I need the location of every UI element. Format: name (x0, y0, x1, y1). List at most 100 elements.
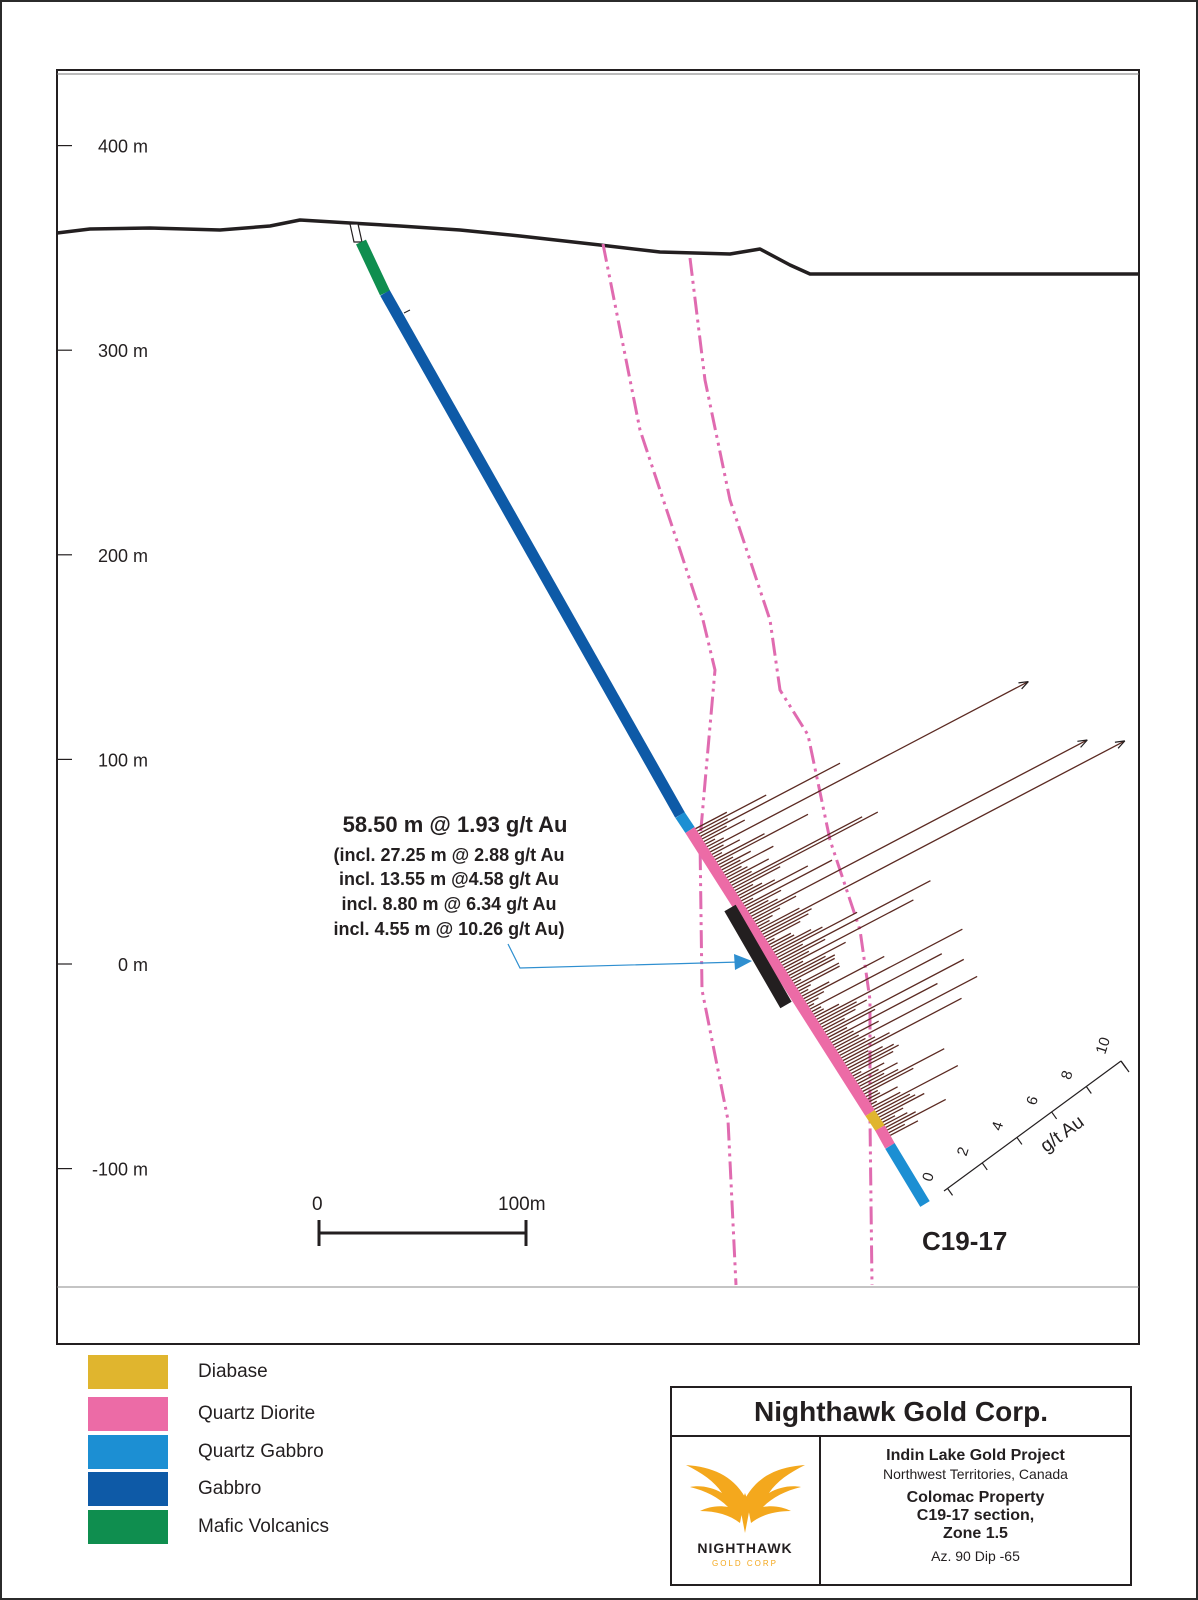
intercept-line-4: incl. 4.55 m @ 10.26 g/t Au) (334, 919, 565, 939)
assay-bar (791, 962, 840, 989)
interval-quartz-diorite (685, 827, 875, 1116)
assay-bar (772, 911, 858, 958)
assay-bar (783, 941, 846, 976)
grade-tick-label: 6 (1023, 1094, 1042, 1107)
assay-bar (757, 740, 1126, 934)
assay-bar (717, 850, 752, 870)
assay-bar (858, 1048, 945, 1095)
assay-bar (816, 999, 868, 1027)
assay-bar (825, 982, 938, 1043)
assay-bar (695, 818, 728, 836)
grade-tick-label: 2 (954, 1145, 973, 1158)
zone-boundary-east (688, 257, 874, 1286)
assay-bar (855, 1072, 885, 1089)
grade-tick (1051, 1111, 1058, 1120)
hole-orientation: Az. 90 Dip -65 (931, 1548, 1020, 1564)
assay-bar (851, 1068, 879, 1084)
logo-subtitle: GOLD CORP (712, 1559, 778, 1568)
assay-bar (736, 879, 776, 901)
assay-bar (760, 913, 809, 940)
legend-item-quartz-gabbro: Quartz Gabbro (88, 1435, 324, 1469)
assay-bar (873, 1094, 916, 1118)
assay-bar (874, 1092, 925, 1120)
assay-bar (726, 870, 752, 885)
interval-mafic-volcanics (356, 239, 390, 296)
assay-bar (819, 1017, 845, 1033)
legend-item-gabbro: Gabbro (88, 1472, 261, 1506)
property-name: Colomac Property (906, 1489, 1045, 1506)
assay-bar (812, 953, 943, 1022)
legend-label-diabase: Diabase (198, 1361, 268, 1382)
assay-bar (838, 997, 962, 1064)
assay-bar (780, 899, 914, 971)
grade-axis-label: g/t Au (1037, 1111, 1089, 1157)
assay-bar (765, 932, 792, 947)
assay-bar (821, 958, 965, 1035)
assay-bar (829, 1020, 879, 1048)
elevation-label: 100 m (98, 750, 148, 770)
assay-overflow-arrow (1114, 740, 1126, 749)
grade-tick-label: 10 (1093, 1035, 1114, 1056)
assay-bar (744, 899, 769, 914)
assay-bar (718, 859, 741, 872)
grade-axis: 0 2 4 6 8 10 g/t Au (919, 1035, 1130, 1196)
assay-bar (806, 928, 963, 1012)
assay-bar (827, 1030, 854, 1045)
assay-bar (705, 680, 1029, 852)
interval-quartz-gabbro-lower (885, 1143, 930, 1207)
assay-bar (775, 880, 931, 963)
assay-bar (747, 739, 1088, 919)
assay-bar (715, 856, 734, 867)
elevation-label: -100 m (92, 1160, 148, 1180)
intercept-line-main: 58.50 m @ 1.93 g/t Au (343, 812, 568, 837)
grade-tick (947, 1188, 954, 1196)
assay-bar (856, 1068, 899, 1092)
assay-overflow-arrow (1018, 680, 1029, 690)
assay-bar (843, 1043, 894, 1071)
hole-id-label: C19-17 (922, 1226, 1007, 1256)
elevation-label: 300 m (98, 341, 148, 361)
intercept-line-3: incl. 8.80 m @ 6.34 g/t Au (342, 894, 557, 914)
assay-bar (704, 837, 725, 849)
intercept-bar (724, 904, 792, 1009)
callout-leader-line (507, 943, 741, 969)
intercept-annotation: 58.50 m @ 1.93 g/t Au (incl. 27.25 m @ 2… (334, 812, 568, 939)
assay-bar (778, 950, 810, 968)
assay-bar (777, 938, 826, 965)
assay-bar (864, 1086, 898, 1105)
title-block: Nighthawk Gold Corp. NIGHTHAWK GOLD CORP… (670, 1386, 1132, 1586)
project-location: Northwest Territories, Canada (883, 1466, 1068, 1482)
interval-quartz-gabbro-upper (675, 811, 695, 834)
assay-overflow-arrow (1077, 739, 1088, 748)
logo-name: NIGHTHAWK (697, 1540, 792, 1556)
assay-bar (697, 762, 841, 839)
eagle-wings-icon: NIGHTHAWK GOLD CORP (686, 1465, 805, 1568)
assay-bar (700, 819, 746, 844)
assay-bar (845, 1044, 899, 1074)
grade-tick (1016, 1137, 1023, 1145)
legend-label-quartz-gabbro: Quartz Gabbro (198, 1441, 324, 1462)
legend-swatch-gabbro (88, 1472, 168, 1506)
assay-bar (731, 866, 781, 893)
assay-bar (868, 1091, 901, 1110)
assay-bar (847, 1050, 894, 1076)
project-info: Indin Lake Gold Project Northwest Territ… (821, 1435, 1130, 1584)
callout-arrowhead (734, 954, 752, 970)
assay-bar (751, 907, 781, 924)
assay-bar (814, 1001, 857, 1025)
assay-bar (842, 1046, 883, 1069)
assay-bar (713, 813, 809, 865)
legend-label-quartz-diorite: Quartz Diorite (198, 1403, 316, 1424)
assay-bar (712, 833, 765, 862)
assay-bar (734, 882, 763, 898)
assay-bar (793, 965, 840, 991)
assay-bar (733, 883, 754, 896)
elevation-label: 400 m (98, 137, 148, 157)
assay-bar (869, 1065, 959, 1113)
assay-bar (830, 1034, 860, 1051)
assay-bar (788, 957, 836, 983)
assay-bar (708, 839, 741, 857)
legend-item-quartz-diorite: Quartz Diorite (88, 1397, 315, 1431)
assay-bar (882, 1098, 947, 1133)
map-frame (56, 69, 1140, 1345)
